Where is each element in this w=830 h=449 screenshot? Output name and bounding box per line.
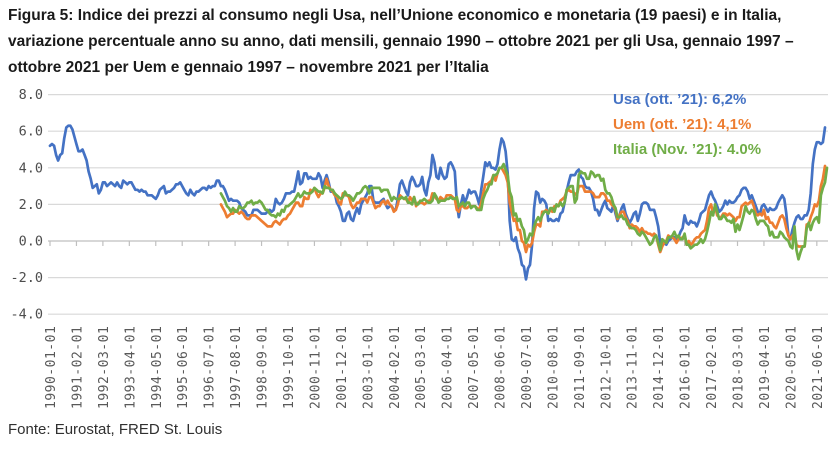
legend-item-usa: Usa (ott. ’21): 6,2%: [613, 91, 747, 108]
x-tick-label: 1992-03-01: [97, 326, 112, 409]
figure-title-line-1: Figura 5: Indice dei prezzi al consumo n…: [8, 7, 782, 24]
figure-title: Figura 5: Indice dei prezzi al consumo n…: [8, 3, 826, 81]
x-tick-label: 2020-05-01: [784, 326, 799, 409]
x-tick-label: 2012-10-01: [599, 326, 614, 409]
x-tick-label: 1993-04-01: [123, 326, 138, 409]
x-tick-label: 1996-07-01: [203, 326, 218, 409]
y-tick-label: 0.0: [19, 234, 43, 250]
x-tick-label: 2013-11-01: [626, 326, 641, 409]
x-tick-label: 1998-09-01: [256, 326, 271, 409]
x-tick-label: 1991-02-01: [70, 326, 85, 409]
x-tick-label: 2018-03-01: [732, 326, 747, 409]
x-tick-label: 2007-05-01: [467, 326, 482, 409]
x-tick-label: 1999-10-01: [282, 326, 297, 409]
y-tick-label: 6.0: [19, 124, 43, 140]
x-tick-label: 2005-03-01: [414, 326, 429, 409]
x-tick-label: 2006-04-01: [441, 326, 456, 409]
x-tick-label: 2000-11-01: [308, 326, 323, 409]
x-tick-label: 1990-01-01: [44, 326, 59, 409]
x-tick-label: 2003-01-01: [361, 326, 376, 409]
x-tick-label: 1994-05-01: [150, 326, 165, 409]
y-tick-label: -2.0: [10, 270, 43, 286]
x-tick-label: 2021-06-01: [811, 326, 826, 409]
x-tick-label: 2008-06-01: [494, 326, 509, 409]
x-tick-label: 2014-12-01: [652, 326, 667, 409]
x-tick-label: 2001-12-01: [335, 326, 350, 409]
x-tick-label: 1995-06-01: [176, 326, 191, 409]
x-tick-label: 1997-08-01: [229, 326, 244, 409]
y-tick-label: -4.0: [10, 307, 43, 323]
y-tick-label: 4.0: [19, 160, 43, 176]
x-tick-label: 2011-09-01: [573, 326, 588, 409]
x-tick-label: 2016-01-01: [679, 326, 694, 409]
figure-title-line-3: ottobre 2021 per Uem e gennaio 1997 – no…: [8, 59, 489, 76]
x-tick-label: 2019-04-01: [758, 326, 773, 409]
x-tick-label: 2009-07-01: [520, 326, 535, 409]
chart-legend: Usa (ott. ’21): 6,2% Uem (ott. ’21): 4,1…: [613, 87, 761, 162]
y-tick-label: 8.0: [19, 87, 43, 103]
legend-item-uem: Uem (ott. ’21): 4,1%: [613, 116, 752, 133]
source-note: Fonte: Eurostat, FRED St. Louis: [8, 421, 223, 438]
x-tick-label: 2004-02-01: [388, 326, 403, 409]
x-tick-label: 2010-08-01: [546, 326, 561, 409]
y-tick-label: 2.0: [19, 197, 43, 213]
figure-title-line-2: variazione percentuale anno su anno, dat…: [8, 33, 794, 50]
x-tick-label: 2017-02-01: [705, 326, 720, 409]
series-line-italia: [219, 162, 829, 261]
legend-item-italia: Italia (Nov. ’21): 4.0%: [613, 141, 762, 158]
series-line-usa: [48, 124, 827, 281]
